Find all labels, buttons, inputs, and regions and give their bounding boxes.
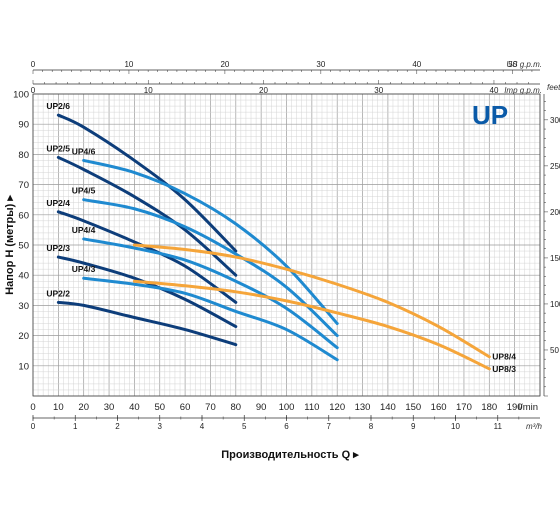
m3h-tick-label: 0 <box>31 422 36 431</box>
x-tick-label: 80 <box>231 402 242 413</box>
x-axis-title: Производительность Q ▸ <box>221 449 359 461</box>
y-tick-label: 80 <box>18 150 29 161</box>
feet-tick-label: 50 <box>550 346 559 355</box>
plot-frame <box>32 93 541 397</box>
series-line-up4-4 <box>82 237 339 350</box>
y-tick-label: 20 <box>18 331 29 342</box>
m3h-tick-label: 8 <box>369 422 374 431</box>
series-label-up8-3: UP8/3 <box>492 364 516 374</box>
m3h-tick-label: 4 <box>200 422 205 431</box>
y-tick-label: 30 <box>18 301 29 312</box>
m3h-tick-label: 2 <box>115 422 120 431</box>
us-gpm-tick-label: 0 <box>31 60 36 69</box>
series-label-up4-3: UP4/3 <box>72 264 96 274</box>
x-tick-label: 90 <box>256 402 267 413</box>
y-tick-label: 70 <box>18 180 29 191</box>
y-tick-label: 90 <box>18 120 29 131</box>
y-tick-label: 60 <box>18 210 29 221</box>
m3h-tick-label: 3 <box>158 422 163 431</box>
series-label-up2-5: UP2/5 <box>46 143 70 153</box>
series-line-up2-2 <box>56 300 238 347</box>
feet-unit-label: feet <box>547 83 560 92</box>
feet-tick-label: 100 <box>550 300 560 309</box>
series-label-up2-3: UP2/3 <box>46 243 70 253</box>
m3h-tick-label: 9 <box>411 422 416 431</box>
feet-tick-label: 300 <box>550 116 560 125</box>
x-tick-label: 110 <box>304 402 319 413</box>
imp-gpm-tick-label: 10 <box>144 86 153 95</box>
y-axis-title: Напор Н (метры) ▸ <box>4 195 16 295</box>
m3h-tick-label: 6 <box>284 422 289 431</box>
us-gpm-tick-label: 50 <box>508 60 517 69</box>
x-tick-label: 10 <box>53 402 64 413</box>
x-tick-label: 160 <box>431 402 447 413</box>
m3h-tick-label: 7 <box>327 422 332 431</box>
series-line-up2-4 <box>56 210 238 304</box>
x-tick-label: 180 <box>481 402 497 413</box>
x-unit-label: l/min <box>518 402 538 413</box>
imp-gpm-tick-label: 40 <box>490 86 499 95</box>
m3h-tick-label: 11 <box>494 422 503 431</box>
x-tick-label: 120 <box>329 402 345 413</box>
feet-tick-label: 150 <box>550 254 560 263</box>
feet-tick-label: 200 <box>550 208 560 217</box>
m3h-tick-label: 10 <box>451 422 460 431</box>
x-tick-label: 150 <box>405 402 421 413</box>
x-tick-label: 100 <box>279 402 295 413</box>
curves <box>56 113 491 371</box>
y-tick-label: 100 <box>13 90 29 101</box>
y-tick-label: 40 <box>18 271 29 282</box>
brand-logo: UP <box>472 100 508 130</box>
imp-gpm-tick-label: 30 <box>374 86 383 95</box>
series-line-up2-6 <box>56 113 238 253</box>
us-gpm-tick-label: 10 <box>124 60 133 69</box>
series-line-up2-5 <box>56 155 238 277</box>
x-tick-label: 60 <box>180 402 191 413</box>
x-tick-label: 50 <box>154 402 165 413</box>
feet-tick-label: 250 <box>550 162 560 171</box>
series-label-up4-6: UP4/6 <box>72 146 96 156</box>
m3h-unit-label: m³/h <box>526 422 543 431</box>
series-label-up2-2: UP2/2 <box>46 288 70 298</box>
us-gpm-tick-label: 20 <box>220 60 229 69</box>
y-tick-label: 50 <box>18 241 29 252</box>
x-tick-label: 130 <box>355 402 371 413</box>
grid <box>32 93 541 397</box>
x-tick-label: 70 <box>205 402 216 413</box>
x-tick-label: 190 <box>507 402 523 413</box>
series-line-up4-3 <box>82 276 339 362</box>
x-tick-label: 0 <box>30 402 35 413</box>
series-label-up2-4: UP2/4 <box>46 198 70 208</box>
x-tick-label: 140 <box>380 402 396 413</box>
series-label-up4-5: UP4/5 <box>72 186 96 196</box>
x-tick-label: 40 <box>129 402 140 413</box>
imp-gpm-unit-label: Imp g.p.m. <box>504 86 542 95</box>
series-line-up8-4 <box>132 243 491 359</box>
series-line-up2-3 <box>56 255 238 329</box>
x-tick-label: 20 <box>78 402 89 413</box>
m3h-tick-label: 5 <box>242 422 247 431</box>
imp-gpm-tick-label: 20 <box>259 86 268 95</box>
x-tick-label: 30 <box>104 402 115 413</box>
us-gpm-unit-label: US g.p.m. <box>506 60 542 69</box>
us-gpm-tick-label: 40 <box>412 60 421 69</box>
series-line-up8-3 <box>132 279 491 371</box>
y-tick-label: 10 <box>18 361 29 372</box>
us-gpm-tick-label: 30 <box>316 60 325 69</box>
series-label-up8-4: UP8/4 <box>492 352 516 362</box>
series-label-up4-4: UP4/4 <box>72 225 96 235</box>
series-label-up2-6: UP2/6 <box>46 101 70 111</box>
series-line-up4-5 <box>82 198 339 338</box>
m3h-tick-label: 1 <box>73 422 78 431</box>
x-tick-label: 170 <box>456 402 472 413</box>
imp-gpm-tick-label: 0 <box>31 86 36 95</box>
series-line-up4-6 <box>82 158 339 326</box>
